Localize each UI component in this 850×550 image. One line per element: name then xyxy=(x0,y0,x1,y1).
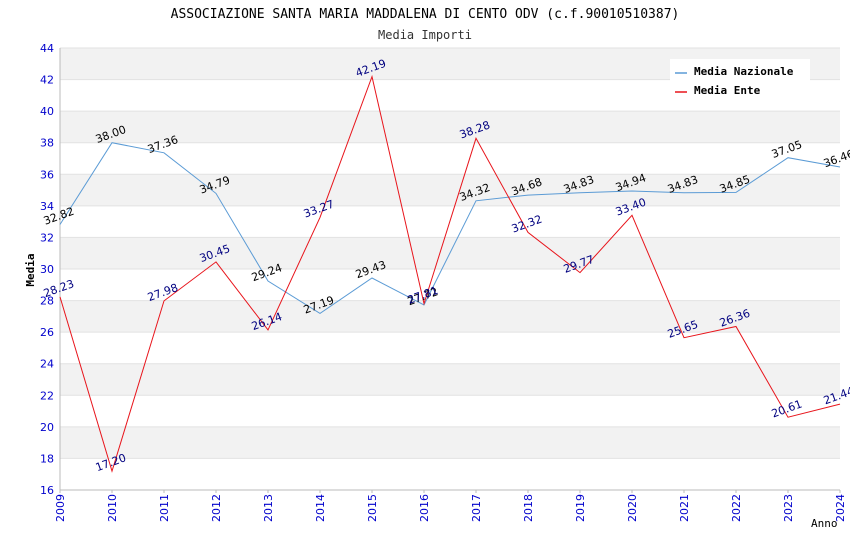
y-tick-label: 26 xyxy=(40,326,54,339)
grid-band xyxy=(60,174,840,206)
y-tick-label: 22 xyxy=(40,389,54,402)
x-tick-label: 2021 xyxy=(678,494,691,522)
y-tick-label: 20 xyxy=(40,421,54,434)
x-tick-label: 2024 xyxy=(834,494,847,522)
data-label-media-ente: 20.61 xyxy=(770,397,804,420)
legend-label-media-nazionale: Media Nazionale xyxy=(694,65,794,78)
x-axis-label: Anno xyxy=(811,517,838,530)
y-tick-label: 36 xyxy=(40,168,54,181)
data-label-media-nazionale: 36.46 xyxy=(822,147,850,170)
x-tick-label: 2012 xyxy=(210,494,223,522)
y-tick-labels: 16 18 20 22 24 26 28 30 32 34 36 38 40 42 44 xyxy=(40,42,54,497)
y-tick-label: 40 xyxy=(40,105,54,118)
x-tick-label: 2014 xyxy=(314,494,327,522)
x-tick-label: 2022 xyxy=(730,494,743,522)
x-tick-label: 2009 xyxy=(54,494,67,522)
grid-bands xyxy=(60,48,840,459)
y-tick-label: 16 xyxy=(40,484,54,497)
grid-band xyxy=(60,111,840,143)
y-tick-label: 34 xyxy=(40,200,54,213)
x-tick-label: 2010 xyxy=(106,494,119,522)
chart-title: ASSOCIAZIONE SANTA MARIA MADDALENA DI CE… xyxy=(171,7,680,22)
series-line-media-nazionale xyxy=(59,142,841,314)
x-tick-label: 2018 xyxy=(522,494,535,522)
legend-label-media-ente: Media Ente xyxy=(694,84,761,97)
y-tick-label: 32 xyxy=(40,231,54,244)
y-tick-label: 38 xyxy=(40,137,54,150)
y-tick-label: 44 xyxy=(40,42,54,55)
x-tick-label: 2015 xyxy=(366,494,379,522)
series-layer xyxy=(59,74,841,473)
y-tick-label: 30 xyxy=(40,263,54,276)
y-tick-label: 18 xyxy=(40,452,54,465)
x-tick-label: 2020 xyxy=(626,494,639,522)
x-tick-label: 2017 xyxy=(470,494,483,522)
x-tick-label: 2023 xyxy=(782,494,795,522)
y-tick-label: 24 xyxy=(40,358,54,371)
x-tick-label: 2019 xyxy=(574,494,587,522)
x-tick-label: 2016 xyxy=(418,494,431,522)
y-axis-label: Media xyxy=(24,253,37,286)
grid-band xyxy=(60,363,840,396)
y-tick-label: 42 xyxy=(40,74,54,87)
x-tick-label: 2011 xyxy=(158,494,171,522)
y-tick-label: 28 xyxy=(40,295,54,308)
series-line-media-ente xyxy=(59,74,841,473)
legend: Media Nazionale Media Ente xyxy=(670,59,810,101)
data-label-media-ente: 32.32 xyxy=(510,213,544,236)
data-label-media-ente: 28.23 xyxy=(42,277,76,300)
x-tick-labels: 2009 2010 2011 2012 2013 2014 2015 2016 2017 2018… xyxy=(54,490,847,522)
x-tick-label: 2013 xyxy=(262,494,275,522)
legend-box xyxy=(670,59,810,101)
chart-subtitle: Media Importi xyxy=(378,28,472,42)
grid-band xyxy=(60,426,840,459)
grid-band xyxy=(60,300,840,333)
